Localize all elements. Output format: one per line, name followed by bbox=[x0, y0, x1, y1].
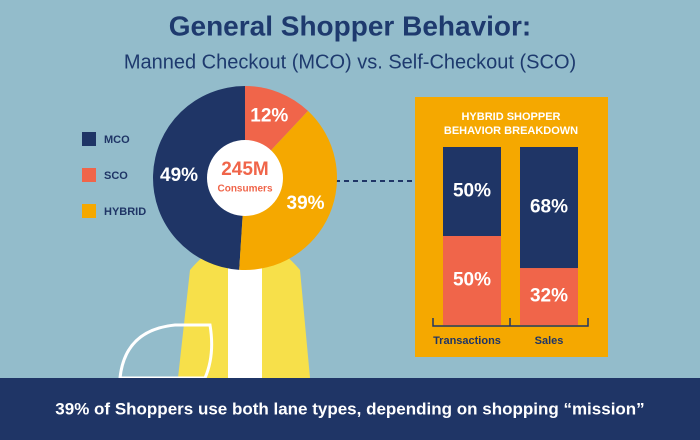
legend-label: MCO bbox=[104, 134, 130, 146]
axis-bracket bbox=[432, 318, 589, 327]
bar-segment bbox=[520, 268, 578, 325]
segment-label: 50% bbox=[453, 270, 491, 291]
x-tick-label: Transactions bbox=[433, 335, 501, 347]
slice-label: 39% bbox=[287, 193, 325, 214]
panel-title: BEHAVIOR BREAKDOWN bbox=[444, 125, 578, 137]
bar-segment bbox=[443, 236, 501, 325]
subtitle: Manned Checkout (MCO) vs. Self-Checkout … bbox=[124, 51, 576, 73]
legend-swatch bbox=[82, 132, 96, 146]
slice-label: 12% bbox=[250, 106, 288, 127]
legend-swatch bbox=[82, 204, 96, 218]
title: General Shopper Behavior: bbox=[169, 10, 532, 41]
center-label: Consumers bbox=[217, 184, 272, 195]
segment-label: 68% bbox=[530, 197, 568, 218]
center-value: 245M bbox=[221, 159, 269, 180]
footer-band bbox=[0, 378, 700, 440]
bar-segment bbox=[520, 147, 578, 269]
shopper-figure bbox=[118, 240, 310, 380]
legend-swatch bbox=[82, 168, 96, 182]
footer-caption: 39% of Shoppers use both lane types, dep… bbox=[55, 399, 644, 418]
donut-slice bbox=[239, 110, 337, 271]
x-tick-label: Sales bbox=[535, 335, 564, 347]
donut-hole bbox=[207, 140, 283, 216]
donut-slice bbox=[153, 86, 245, 270]
segment-label: 32% bbox=[530, 286, 568, 307]
segment-label: 50% bbox=[453, 181, 491, 202]
bar-segment bbox=[443, 147, 501, 236]
legend-label: HYBRID bbox=[104, 206, 146, 218]
panel-title: HYBRID SHOPPER bbox=[461, 111, 560, 123]
legend-label: SCO bbox=[104, 170, 128, 182]
slice-label: 49% bbox=[160, 165, 198, 186]
